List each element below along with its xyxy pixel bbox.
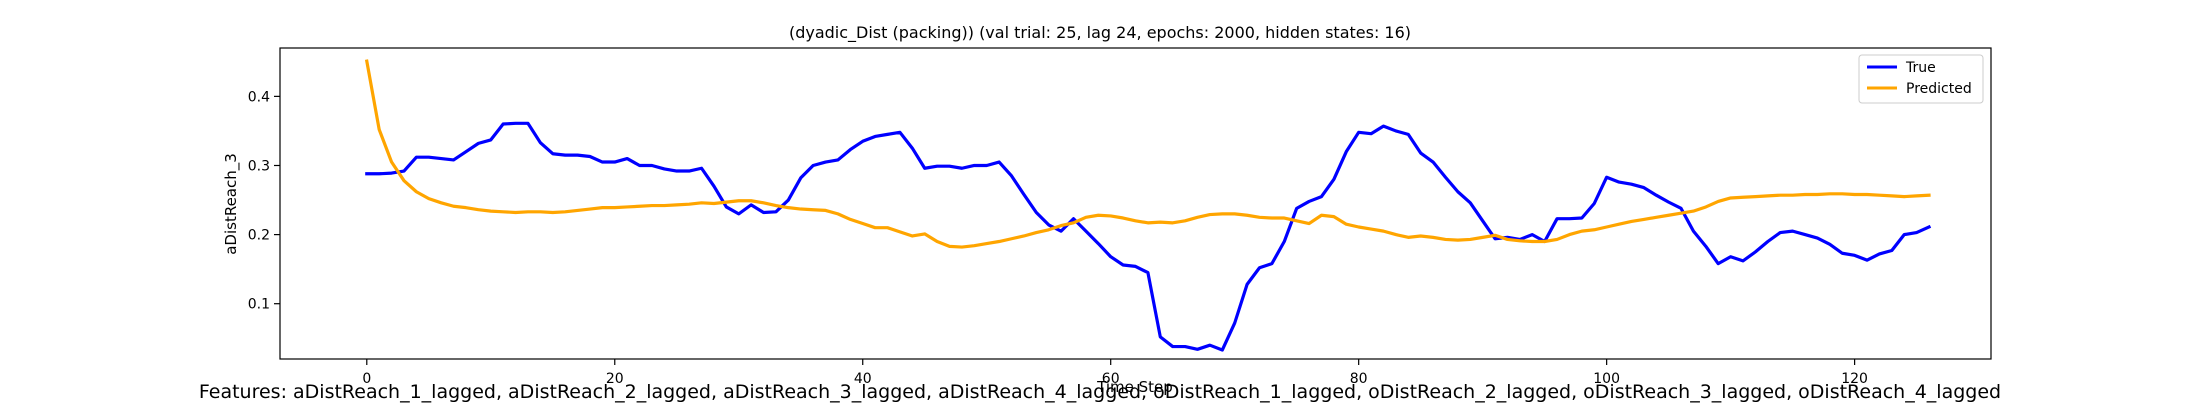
y-tick-label: 0.1 (248, 297, 270, 313)
x-tick-label: 0 (362, 371, 371, 387)
x-tick-label: 40 (854, 371, 872, 387)
series-line-true (365, 121, 1932, 352)
legend-label-predicted: Predicted (1906, 81, 1972, 97)
legend: True Predicted (1858, 54, 1984, 104)
y-axis-label: aDistReach_3 (222, 153, 241, 255)
x-tick-label: 80 (1350, 371, 1368, 387)
series-line-predicted (364, 59, 1931, 249)
x-tick-label: 20 (606, 371, 624, 387)
features-caption: Features: aDistReach_1_lagged, aDistReac… (198, 381, 2002, 403)
y-tick-label: 0.2 (248, 228, 270, 244)
y-axis: 0.1 0.2 0.3 0.4 (248, 89, 280, 313)
y-tick-label: 0.4 (248, 89, 270, 105)
x-axis-label: Time Step (1096, 378, 1173, 396)
x-axis: 0 20 40 60 80 100 120 (362, 359, 1868, 387)
plot-frame (279, 47, 1992, 360)
x-tick-label: 60 (1102, 371, 1120, 387)
y-tick-label: 0.3 (248, 158, 270, 174)
legend-label-true: True (1905, 60, 1936, 76)
plot-lines (364, 59, 1932, 352)
x-tick-label: 120 (1841, 371, 1868, 387)
chart-title: (dyadic_Dist (packing)) (val trial: 25, … (789, 23, 1411, 43)
x-tick-label: 100 (1593, 371, 1620, 387)
